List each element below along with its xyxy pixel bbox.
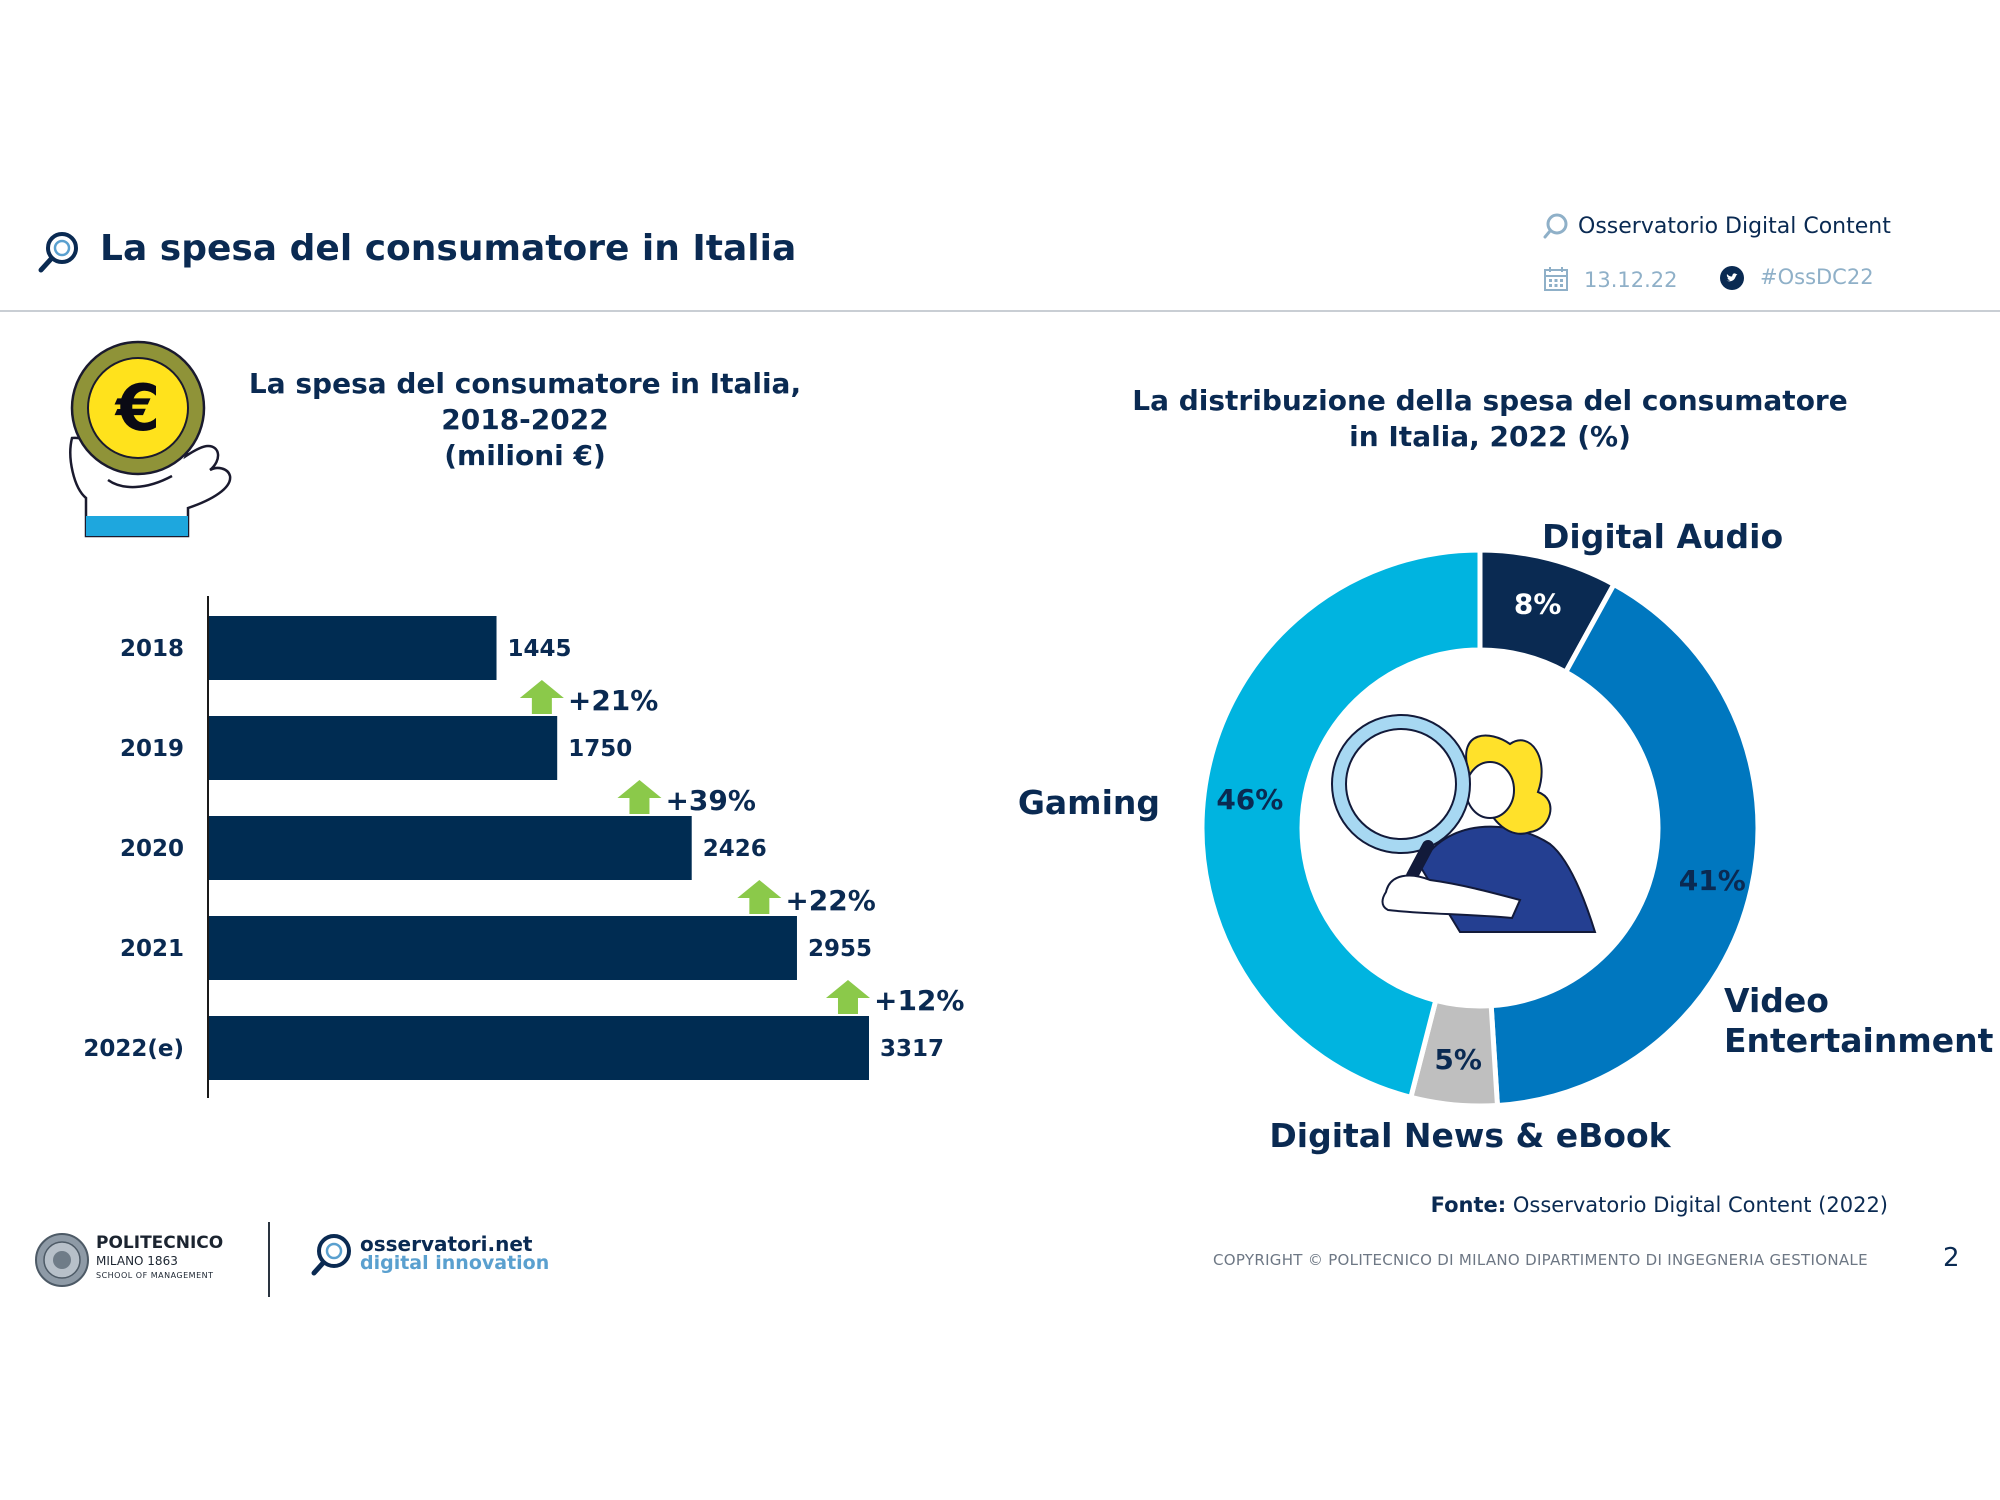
donut-category-label: Digital News & eBook xyxy=(1269,1116,1671,1155)
osservatori-subtitle: digital innovation xyxy=(360,1252,550,1274)
header-divider xyxy=(0,310,2000,312)
bar-value-label: 2955 xyxy=(808,936,872,962)
bar-2020 xyxy=(209,816,692,880)
hashtag-link[interactable]: #OssDC22 xyxy=(1760,265,1874,289)
politecnico-subtitle: MILANO 1863 xyxy=(96,1254,178,1268)
bar-value-label: 1750 xyxy=(568,736,632,762)
page-title: La spesa del consumatore in Italia xyxy=(100,228,797,269)
bar-2019 xyxy=(209,716,558,780)
source-note: Fonte: Osservatorio Digital Content (202… xyxy=(1431,1193,1888,1217)
bar-chart-title-line-2: 2018-2022 xyxy=(441,403,609,436)
donut-chart-title-line-2: in Italia, 2022 (%) xyxy=(1349,420,1631,453)
growth-label: +12% xyxy=(874,984,964,1017)
growth-arrow-icon xyxy=(825,980,870,1014)
donut-slice-1 xyxy=(1488,580,1761,1109)
bar-chart-title-line-3: (milioni €) xyxy=(444,439,606,472)
bar-category-label: 2020 xyxy=(120,836,184,862)
donut-chart-title: La distribuzione della spesa del consuma… xyxy=(1110,383,1870,455)
magnifier-lens xyxy=(1345,728,1457,840)
bar-category-label: 2018 xyxy=(120,636,184,662)
donut-value-label: 41% xyxy=(1679,864,1746,897)
brand-label: Osservatorio Digital Content xyxy=(1578,214,1891,239)
osservatori-name: osservatori.net xyxy=(360,1232,533,1256)
donut-category-label: Digital Audio xyxy=(1542,517,1783,556)
magnifier-logo-icon xyxy=(38,232,78,273)
logo-separator xyxy=(268,1222,270,1297)
growth-label: +22% xyxy=(785,884,875,917)
growth-arrow-icon xyxy=(737,880,782,914)
bar-value-label: 3317 xyxy=(880,1036,944,1062)
source-label: Fonte: xyxy=(1430,1193,1507,1217)
osservatori-logo-icon xyxy=(311,1234,351,1276)
woman-face xyxy=(1465,761,1515,819)
growth-arrow-icon xyxy=(617,780,662,814)
euro-coin-hand-icon: € xyxy=(69,340,232,538)
bar-value-label: 1445 xyxy=(508,636,572,662)
bar-chart-title-line-1: La spesa del consumatore in Italia, xyxy=(248,367,802,400)
donut-value-label: 8% xyxy=(1514,587,1562,620)
donut-category-label: Entertainment xyxy=(1724,1021,1994,1060)
politecnico-school: SCHOOL OF MANAGEMENT xyxy=(96,1271,214,1280)
bar-category-label: 2022(e) xyxy=(83,1036,184,1062)
woman-magnifier-illustration xyxy=(1331,714,1597,933)
bar-2018 xyxy=(209,616,497,680)
donut-chart-title-line-1: La distribuzione della spesa del consuma… xyxy=(1132,384,1848,417)
svg-text:€: € xyxy=(114,372,161,446)
bar-value-label: 2426 xyxy=(703,836,767,862)
woman-hand xyxy=(1381,874,1522,920)
growth-label: +21% xyxy=(568,684,658,717)
source-text: Osservatorio Digital Content (2022) xyxy=(1512,1193,1888,1217)
calendar-icon xyxy=(1544,267,1568,291)
bar-chart-title: La spesa del consumatore in Italia, 2018… xyxy=(230,366,820,474)
date-label: 13.12.22 xyxy=(1584,268,1678,292)
bar-category-label: 2021 xyxy=(120,936,184,962)
donut-slice-3 xyxy=(1199,547,1483,1101)
twitter-icon[interactable] xyxy=(1719,265,1745,291)
politecnico-seal-icon xyxy=(35,1233,89,1287)
bar-2021 xyxy=(209,916,797,980)
magnifier-handle xyxy=(1406,840,1434,882)
donut-chart: 8% 41% 5% 46% Digital Audio VideoEntertainmen… xyxy=(1018,517,1994,1155)
donut-category-label: Video xyxy=(1724,981,1829,1020)
brand-logo-icon xyxy=(1543,213,1568,239)
copyright-text: COPYRIGHT © POLITECNICO DI MILANO DIPART… xyxy=(1213,1251,1868,1269)
bar-chart: 2018 1445 2019 1750 2020 2426 2021 2955 2022(e) 3… xyxy=(83,596,964,1098)
growth-label: +39% xyxy=(665,784,755,817)
donut-value-label: 46% xyxy=(1216,783,1283,816)
bar-2022(e) xyxy=(209,1016,869,1080)
growth-arrow-icon xyxy=(519,680,564,714)
politecnico-name: POLITECNICO xyxy=(96,1233,224,1253)
donut-value-label: 5% xyxy=(1434,1043,1482,1076)
page-number: 2 xyxy=(1943,1243,1960,1273)
donut-category-label: Gaming xyxy=(1018,783,1160,822)
bar-category-label: 2019 xyxy=(120,736,184,762)
